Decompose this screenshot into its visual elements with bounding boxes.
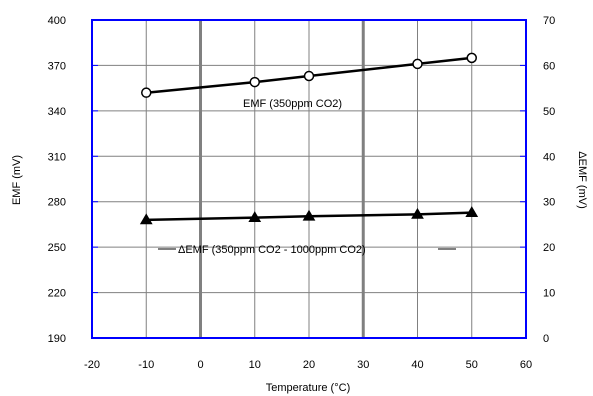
y-tick-label: 280	[48, 197, 66, 209]
grid-layer	[92, 20, 526, 338]
data-point-circle	[466, 52, 477, 64]
x-tick-label: 0	[197, 359, 203, 371]
x-tick-label: 30	[357, 359, 369, 371]
y-tick-label: 190	[48, 333, 66, 345]
ticks-layer: -20 -10 0 10 20 30 40 50 60 190 220 250 280 310 340 370…	[48, 15, 556, 371]
data-point-circle	[303, 70, 315, 82]
y-axis-label: EMF (mV)	[11, 155, 23, 205]
y-tick-label: 370	[48, 60, 66, 72]
y-tick-label: 340	[48, 106, 66, 118]
x-tick-label: 40	[411, 359, 423, 371]
y2-tick-label: 30	[543, 197, 555, 209]
x-tick-label: 10	[249, 359, 261, 371]
series-label-demf-group: ΔEMF (350ppm CO2 - 1000ppm CO2)	[158, 244, 456, 256]
series-label-emf: EMF (350ppm CO2)	[243, 98, 342, 110]
y-tick-label: 220	[48, 288, 66, 300]
y2-tick-label: 20	[543, 242, 555, 254]
data-point-triangle	[248, 211, 262, 222]
y-tick-label: 310	[48, 151, 66, 163]
y2-tick-label: 40	[543, 151, 555, 163]
data-point-triangle	[139, 213, 153, 225]
data-point-circle	[412, 58, 423, 70]
y-tick-label: 400	[48, 15, 66, 27]
y2-tick-label: 10	[543, 288, 555, 300]
y-tick-label: 250	[48, 242, 66, 254]
x-tick-label: 50	[466, 359, 478, 371]
x-tick-label: 20	[303, 359, 315, 371]
x-tick-label: -10	[138, 359, 154, 371]
plot-frame	[91, 19, 527, 339]
data-point-circle	[141, 87, 152, 98]
y2-axis-label: ΔEMF (mV)	[576, 151, 588, 208]
y2-tick-label: 0	[543, 333, 549, 345]
series-label-demf: ΔEMF (350ppm CO2 - 1000ppm CO2)	[178, 244, 366, 256]
data-point-triangle	[411, 207, 424, 219]
data-point-triangle	[465, 206, 479, 217]
x-axis-label: Temperature (°C)	[266, 382, 350, 394]
data-point-triangle	[302, 209, 316, 221]
y2-tick-label: 70	[543, 15, 555, 27]
series-layer	[139, 52, 479, 225]
data-point-circle	[249, 76, 260, 88]
y2-tick-label: 50	[543, 106, 555, 118]
x-tick-label: 60	[520, 359, 532, 371]
y2-tick-label: 60	[543, 60, 555, 72]
x-tick-label: -20	[84, 359, 100, 371]
